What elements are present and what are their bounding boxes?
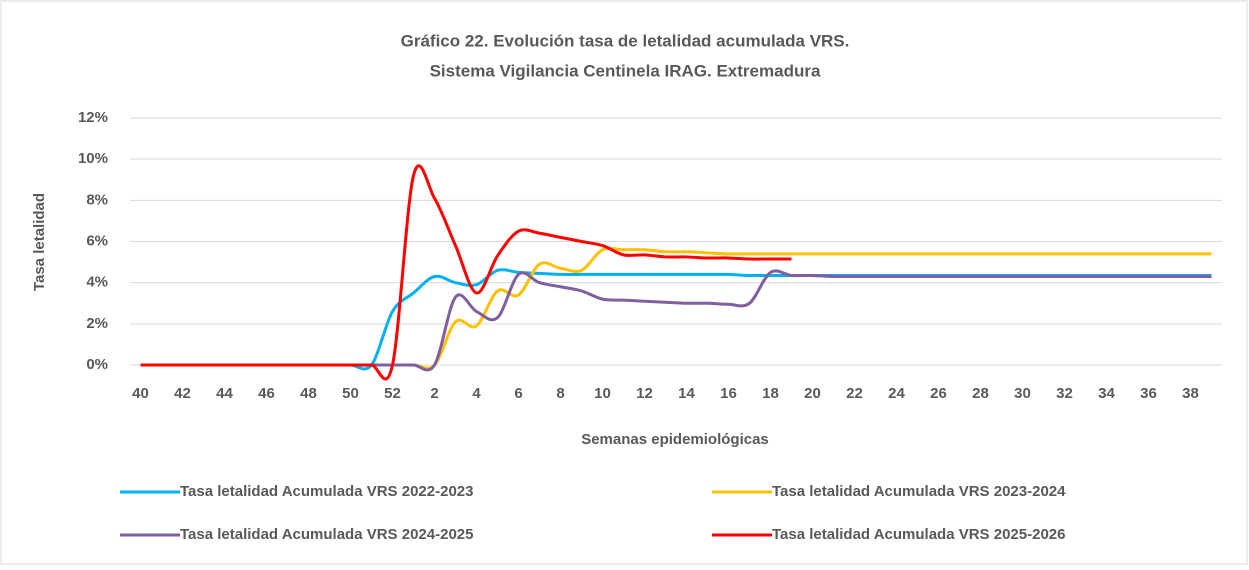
x-tick-label: 32 bbox=[1056, 385, 1073, 402]
x-tick-label: 12 bbox=[636, 385, 653, 402]
x-tick-label: 6 bbox=[514, 385, 522, 402]
chart-title: Gráfico 22. Evolución tasa de letalidad … bbox=[401, 31, 850, 50]
y-tick-label: 12% bbox=[78, 109, 108, 126]
x-tick-label: 34 bbox=[1098, 385, 1115, 402]
x-tick-label: 52 bbox=[384, 385, 401, 402]
x-tick-label: 18 bbox=[762, 385, 779, 402]
chart-subtitle: Sistema Vigilancia Centinela IRAG. Extre… bbox=[430, 61, 821, 80]
x-tick-label: 44 bbox=[216, 385, 233, 402]
x-tick-label: 14 bbox=[678, 385, 695, 402]
legend-label: Tasa letalidad Acumulada VRS 2022-2023 bbox=[180, 483, 473, 500]
y-tick-label: 0% bbox=[86, 356, 108, 373]
x-tick-label: 2 bbox=[430, 385, 438, 402]
y-tick-label: 10% bbox=[78, 150, 108, 167]
x-tick-label: 46 bbox=[258, 385, 275, 402]
x-tick-label: 48 bbox=[300, 385, 317, 402]
x-tick-label: 36 bbox=[1140, 385, 1157, 402]
y-axis-title: Tasa letalidad bbox=[31, 193, 48, 291]
x-tick-label: 50 bbox=[342, 385, 359, 402]
x-tick-label: 16 bbox=[720, 385, 737, 402]
legend-label: Tasa letalidad Acumulada VRS 2023-2024 bbox=[772, 483, 1066, 500]
x-tick-label: 4 bbox=[472, 385, 481, 402]
x-tick-label: 10 bbox=[594, 385, 611, 402]
x-tick-label: 26 bbox=[930, 385, 947, 402]
x-tick-label: 8 bbox=[556, 385, 564, 402]
y-tick-label: 8% bbox=[86, 191, 108, 208]
legend-label: Tasa letalidad Acumulada VRS 2024-2025 bbox=[180, 526, 473, 543]
x-tick-label: 42 bbox=[174, 385, 191, 402]
x-tick-label: 20 bbox=[804, 385, 821, 402]
y-tick-label: 2% bbox=[86, 315, 108, 332]
x-axis-title: Semanas epidemiológicas bbox=[581, 431, 769, 448]
x-tick-label: 30 bbox=[1014, 385, 1031, 402]
x-tick-label: 38 bbox=[1182, 385, 1199, 402]
y-tick-label: 6% bbox=[86, 232, 108, 249]
x-tick-label: 24 bbox=[888, 385, 905, 402]
x-tick-label: 28 bbox=[972, 385, 989, 402]
x-tick-label: 40 bbox=[132, 385, 149, 402]
x-tick-label: 22 bbox=[846, 385, 863, 402]
y-tick-label: 4% bbox=[86, 274, 108, 291]
legend-label: Tasa letalidad Acumulada VRS 2025-2026 bbox=[772, 526, 1065, 543]
series-line bbox=[140, 164, 792, 381]
